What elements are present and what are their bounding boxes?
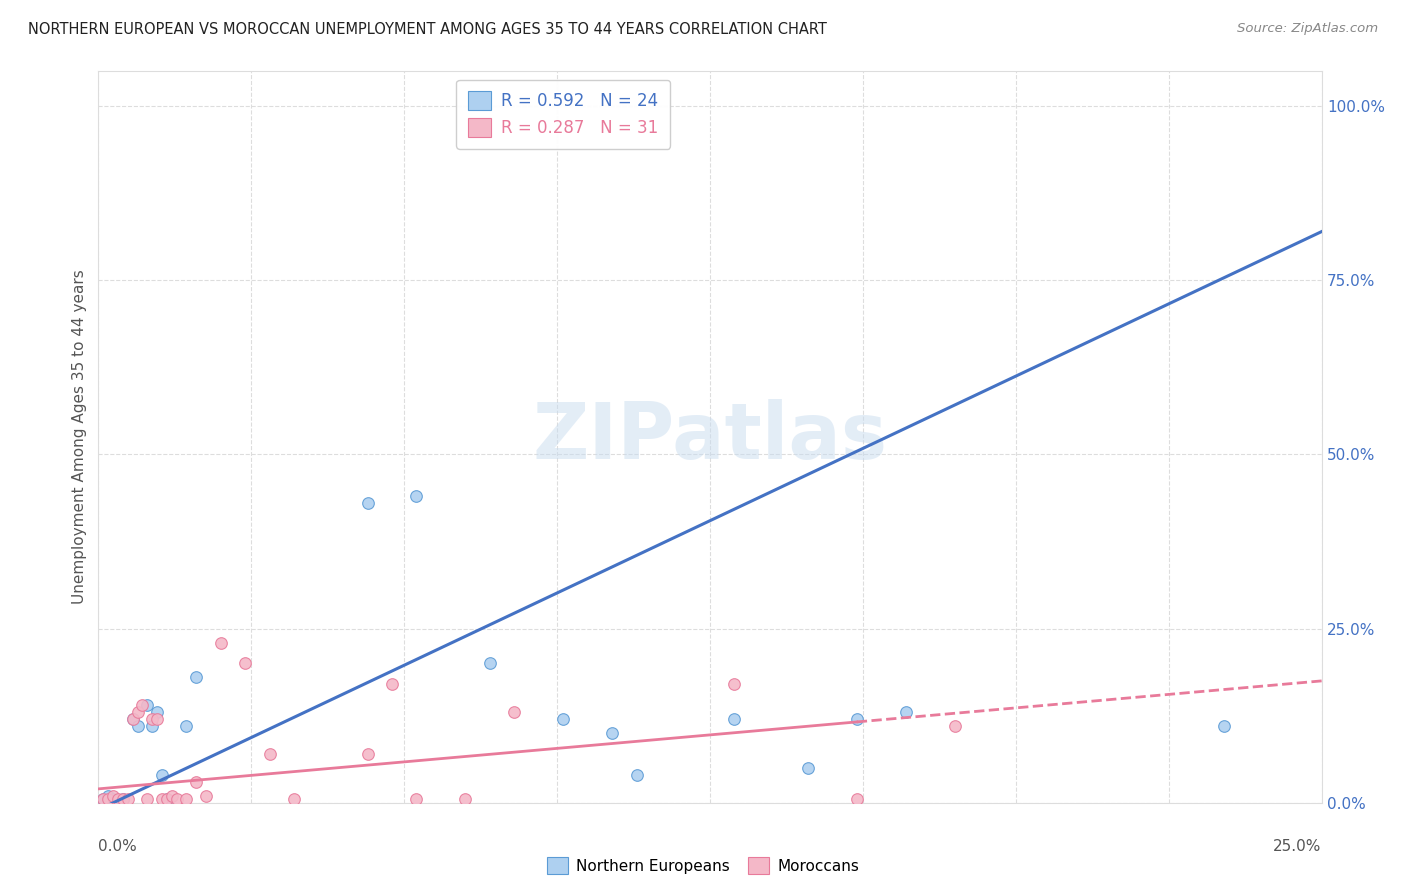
Point — [381, 677, 404, 691]
Point — [894, 705, 917, 719]
Point — [121, 712, 143, 726]
Point — [111, 792, 134, 806]
Point — [405, 792, 427, 806]
Point — [723, 677, 745, 691]
Point — [405, 489, 427, 503]
Point — [166, 792, 188, 806]
Point — [150, 768, 173, 782]
Point — [136, 698, 159, 713]
Point — [553, 712, 575, 726]
Point — [186, 670, 208, 684]
Point — [600, 726, 623, 740]
Point — [356, 496, 378, 510]
Point — [1212, 719, 1234, 733]
Point — [136, 792, 159, 806]
Point — [160, 789, 183, 803]
Y-axis label: Unemployment Among Ages 35 to 44 years: Unemployment Among Ages 35 to 44 years — [72, 269, 87, 605]
Point — [723, 712, 745, 726]
Text: 25.0%: 25.0% — [1274, 839, 1322, 855]
Legend: R = 0.592   N = 24, R = 0.287   N = 31: R = 0.592 N = 24, R = 0.287 N = 31 — [457, 79, 671, 149]
Point — [146, 705, 169, 719]
Point — [195, 789, 218, 803]
Point — [131, 698, 153, 713]
Text: Source: ZipAtlas.com: Source: ZipAtlas.com — [1237, 22, 1378, 36]
Text: 0.0%: 0.0% — [98, 839, 138, 855]
Point — [101, 792, 124, 806]
Point — [845, 792, 868, 806]
Text: NORTHERN EUROPEAN VS MOROCCAN UNEMPLOYMENT AMONG AGES 35 TO 44 YEARS CORRELATION: NORTHERN EUROPEAN VS MOROCCAN UNEMPLOYME… — [28, 22, 827, 37]
Point — [127, 719, 149, 733]
Point — [146, 712, 169, 726]
Point — [478, 657, 501, 671]
Point — [233, 657, 256, 671]
Point — [91, 792, 114, 806]
Point — [626, 768, 648, 782]
Point — [150, 792, 173, 806]
Point — [97, 792, 120, 806]
Point — [943, 719, 966, 733]
Point — [259, 747, 281, 761]
Point — [127, 705, 149, 719]
Point — [156, 792, 179, 806]
Point — [141, 719, 163, 733]
Point — [845, 712, 868, 726]
Point — [209, 635, 232, 649]
Point — [111, 792, 134, 806]
Point — [101, 789, 124, 803]
Point — [91, 792, 114, 806]
Point — [503, 705, 526, 719]
Point — [156, 792, 179, 806]
Point — [283, 792, 305, 806]
Point — [141, 712, 163, 726]
Point — [797, 761, 820, 775]
Point — [107, 792, 129, 806]
Point — [176, 792, 198, 806]
Point — [121, 712, 143, 726]
Text: ZIPatlas: ZIPatlas — [533, 399, 887, 475]
Point — [97, 789, 120, 803]
Point — [117, 792, 139, 806]
Point — [454, 792, 477, 806]
Point — [186, 775, 208, 789]
Legend: Northern Europeans, Moroccans: Northern Europeans, Moroccans — [541, 851, 865, 880]
Point — [176, 719, 198, 733]
Point — [356, 747, 378, 761]
